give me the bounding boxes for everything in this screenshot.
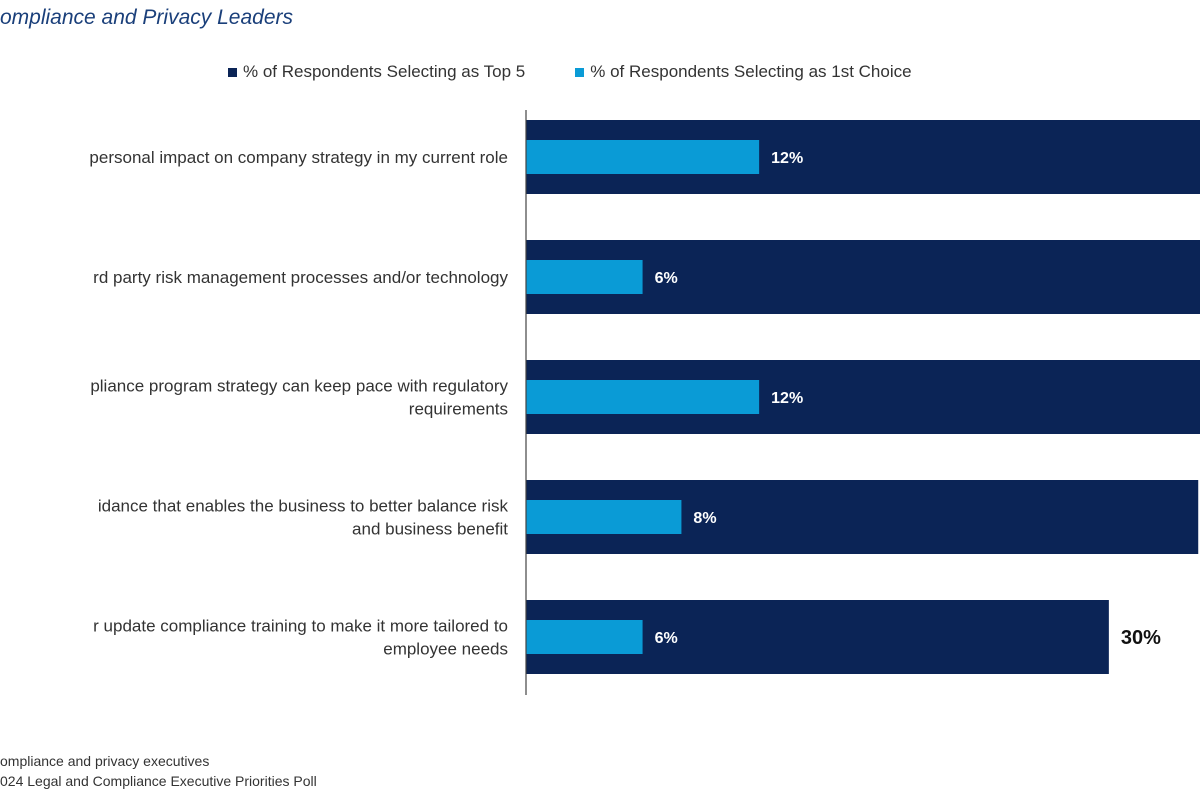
bar-first-choice-0 [526, 140, 760, 174]
category-label-3-line-0: idance that enables the business to bett… [98, 497, 509, 516]
legend-label-first-choice: % of Respondents Selecting as 1st Choice [590, 62, 912, 81]
bar-first-choice-1 [526, 260, 643, 294]
legend-label-top5: % of Respondents Selecting as Top 5 [243, 62, 526, 81]
data-label-first-choice-1: 6% [655, 270, 678, 287]
data-label-first-choice-0: 12% [771, 150, 803, 167]
chart-legend: % of Respondents Selecting as Top 5 % of… [228, 62, 962, 82]
footnote-source-1: ompliance and privacy executives [0, 753, 210, 769]
category-label-2-line-1: requirements [409, 400, 508, 419]
data-label-first-choice-4: 6% [655, 630, 678, 647]
bar-first-choice-4 [526, 620, 643, 654]
data-label-first-choice-2: 12% [771, 390, 803, 407]
bar-first-choice-3 [526, 500, 682, 534]
bar-chart: 12% personal impact on company strategy i… [89, 110, 1200, 695]
category-label-1-line-0: rd party risk management processes and/o… [93, 268, 508, 287]
data-label-first-choice-3: 8% [693, 510, 716, 527]
category-label-0-line-0: personal impact on company strategy in m… [89, 148, 508, 167]
legend-swatch-top5 [228, 67, 237, 77]
category-label-3-line-1: and business benefit [352, 520, 508, 539]
legend-swatch-first-choice [575, 67, 585, 77]
category-label-4-line-1: employee needs [383, 640, 508, 659]
data-label-top5-4: 30% [1121, 627, 1161, 649]
legend-item-top5: % of Respondents Selecting as Top 5 [228, 62, 525, 82]
footnote-source-2: 024 Legal and Compliance Executive Prior… [0, 773, 317, 789]
legend-item-first-choice: % of Respondents Selecting as 1st Choice [575, 62, 912, 82]
category-label-4-line-0: r update compliance training to make it … [93, 617, 508, 636]
bar-first-choice-2 [526, 380, 760, 414]
chart-subtitle: ompliance and Privacy Leaders [0, 6, 293, 29]
category-label-2-line-0: pliance program strategy can keep pace w… [90, 377, 508, 396]
